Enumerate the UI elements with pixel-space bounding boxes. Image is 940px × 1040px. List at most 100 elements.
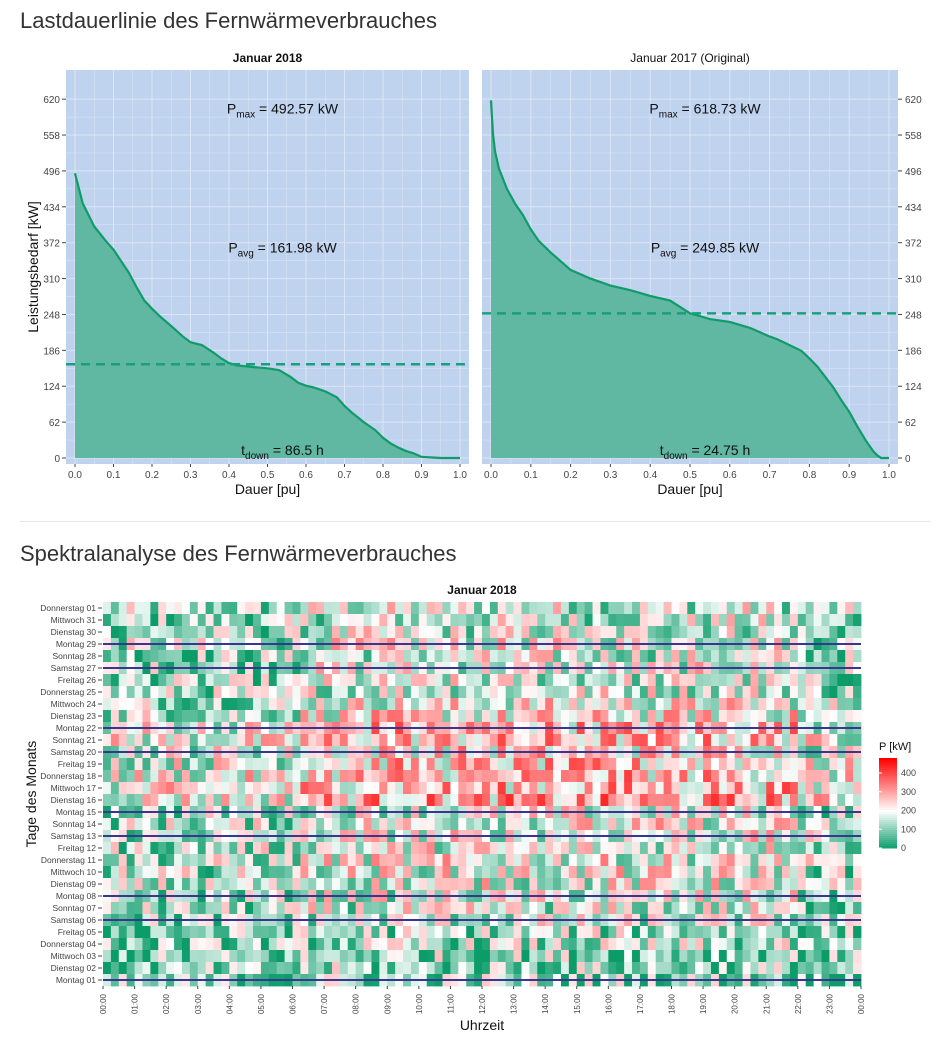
heatmap-cell [237,650,246,663]
heatmap-cell [197,710,207,723]
heatmap-cell [221,626,230,639]
heatmap-cell [726,710,736,723]
heatmap-cell [616,770,625,783]
heatmap-cell [466,902,475,915]
heatmap-cell [142,650,151,663]
heatmap-cell [600,854,609,867]
heatmap-cell [229,938,238,951]
heatmap-cell [560,794,570,807]
heatmap-cell [726,686,736,699]
heatmap-cell [229,854,238,867]
heatmap-cell [639,818,649,831]
heatmap-cell [489,794,499,807]
heatmap-cell [774,938,783,951]
heatmap-cell [442,950,451,963]
heatmap-cell [292,962,301,975]
heatmap-cell [505,818,514,831]
hour-label: 02:00 [162,993,171,1014]
heatmap-cell [474,926,483,939]
heatmap-cell [229,962,238,975]
heatmap-cell [434,734,443,747]
heatmap-cell [142,950,151,963]
heatmap-cell [813,710,822,723]
y-tick-label-right: 372 [905,239,922,250]
heatmap-cell [166,902,175,915]
heatmap-cell [687,842,696,855]
heatmap-cell [253,650,262,663]
heatmap-cell [489,770,499,783]
heatmap-cell [813,854,822,867]
day-label: Samstag 27 [51,663,97,673]
heatmap-cell [103,938,112,951]
heatmap-cell [284,962,293,975]
heatmap-cell [466,674,475,687]
heatmap-cell [379,782,388,795]
heatmap-cell [474,902,483,915]
heatmap-cell [632,818,641,831]
heatmap-cell [647,926,657,939]
duration-line [73,172,460,460]
heatmap-cell [655,902,665,915]
heatmap-cell [197,650,207,663]
legend-step [879,832,897,835]
heatmap-cell [284,686,293,699]
heatmap-cell [489,926,499,939]
heatmap-cell [268,926,278,939]
heatmap-cell [347,818,357,831]
heatmap-cell [789,734,799,747]
heatmap-cell [813,614,822,627]
y-axis-label: Leistungsbedarf [kW] [25,201,41,333]
heatmap-cell [655,950,665,963]
heatmap-cell [710,878,720,891]
heatmap-cell [853,878,862,891]
heatmap-cell [474,698,483,711]
heatmap-cell [134,674,143,687]
heatmap-cell [497,602,507,615]
heatmap-cell [853,938,862,951]
heatmap-cell [608,650,617,663]
heatmap-cell [174,866,183,879]
heatmap-cell [450,734,459,747]
heatmap-cell [671,614,680,627]
hour-label: 16:00 [604,993,613,1014]
heatmap-cell [655,818,665,831]
heatmap-cell [679,794,688,807]
heatmap-cell [608,878,617,891]
heatmap-cell [166,734,175,747]
heatmap-cell [639,770,649,783]
heatmap-cell [268,782,278,795]
heatmap-cell [363,866,372,879]
heatmap-cell [395,938,404,951]
heatmap-cell [821,866,830,879]
heatmap-cell [205,842,214,855]
heatmap-cell [339,758,349,771]
legend-step [879,794,897,797]
heatmap-cell [308,770,317,783]
heatmap-cell [205,782,214,795]
heatmap-cell [339,818,349,831]
legend-step [879,768,897,771]
heatmap-cell [134,626,143,639]
heatmap-cell [197,962,207,975]
heatmap-cell [276,902,286,915]
heatmap-cell [205,686,214,699]
heatmap-cell [426,902,436,915]
heatmap-cell [718,734,728,747]
heatmap-cell [363,878,372,891]
heatmap-cell [276,962,286,975]
heatmap-cell [260,626,270,639]
heatmap-cell [229,626,238,639]
heatmap-cell [742,758,751,771]
heatmap-cell [647,866,657,879]
heatmap-cell [616,866,625,879]
heatmap-cell [387,674,396,687]
heatmap-cell [568,602,578,615]
heatmap-cell [292,866,301,879]
heatmap-cell [355,782,364,795]
heatmap-cell [118,866,128,879]
y-tick-label-left: 496 [43,167,60,178]
heatmap-cell [118,878,128,891]
heatmap-cell [529,854,538,867]
heatmap-cell [142,926,151,939]
heatmap-cell [118,698,128,711]
